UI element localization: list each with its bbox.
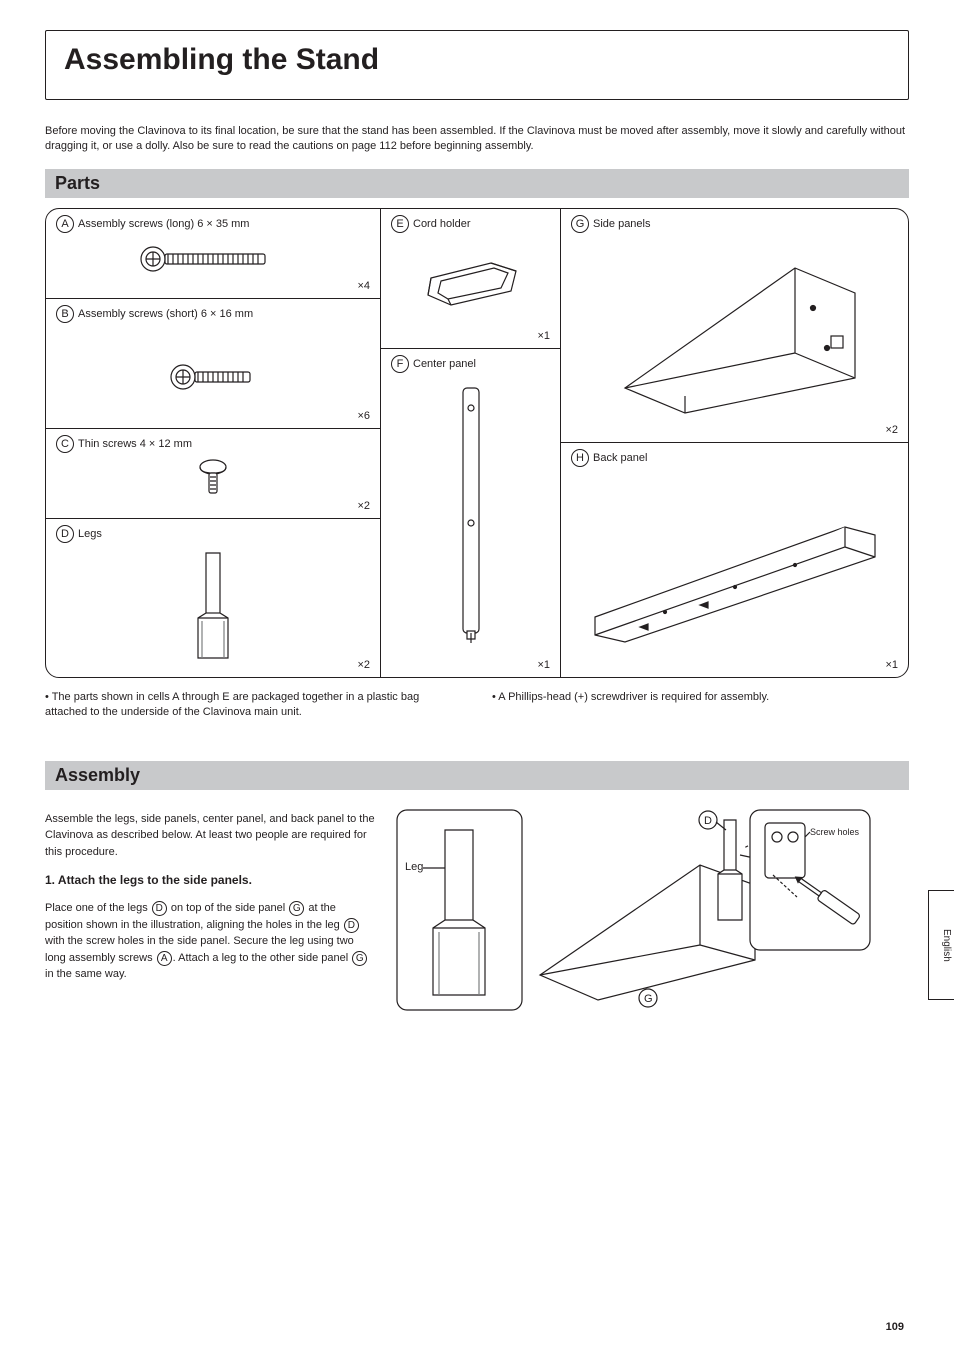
page-number: 109 (886, 1321, 904, 1333)
title-box: Assembling the Stand (45, 30, 909, 100)
parts-col-mid: E Cord holder ×1 F Center panel (381, 209, 561, 677)
badge-A: A (56, 215, 74, 233)
inline-badge-D: D (152, 901, 167, 916)
assembly-text: Assemble the legs, side panels, center p… (45, 800, 375, 1035)
parts-note-right: • A Phillips-head (+) screwdriver is req… (492, 690, 909, 721)
part-D: D Legs ×2 (46, 519, 380, 677)
part-A-label: Assembly screws (long) 6 × 35 mm (78, 218, 249, 230)
inline-badge-A: A (157, 951, 172, 966)
assembly-step1-title: 1. Attach the legs to the side panels. (45, 871, 375, 889)
badge-C: C (56, 435, 74, 453)
inline-badge-D2: D (344, 918, 359, 933)
badge-B: B (56, 305, 74, 323)
section-bar-parts: Parts (45, 169, 909, 198)
parts-table: A Assembly screws (long) 6 × 35 mm ×4 B As… (45, 208, 909, 678)
part-A-qty: ×4 (357, 280, 370, 292)
part-A: A Assembly screws (long) 6 × 35 mm ×4 (46, 209, 380, 299)
part-F: F Center panel ×1 (381, 349, 560, 677)
part-D-qty: ×2 (357, 659, 370, 671)
svg-text:D: D (704, 815, 712, 827)
back-panel-icon (585, 487, 885, 647)
part-G-qty: ×2 (885, 424, 898, 436)
assembly-intro: Assemble the legs, side panels, center p… (45, 811, 375, 861)
screw-short-icon (143, 353, 283, 401)
part-E: E Cord holder ×1 (381, 209, 560, 349)
part-C-label: Thin screws 4 × 12 mm (78, 438, 192, 450)
leg-icon (178, 543, 248, 663)
side-panel-icon (595, 238, 875, 418)
part-G-label: Side panels (593, 218, 651, 230)
inline-badge-G: G (289, 901, 304, 916)
badge-G: G (571, 215, 589, 233)
badge-D: D (56, 525, 74, 543)
part-E-qty: ×1 (537, 330, 550, 342)
parts-note-left: • The parts shown in cells A through E a… (45, 690, 462, 721)
part-C-qty: ×2 (357, 500, 370, 512)
part-G: G Side panels ×2 (561, 209, 908, 443)
screw-long-icon (123, 239, 303, 279)
cord-holder-icon (416, 243, 526, 313)
thin-screw-icon (183, 453, 243, 503)
part-D-label: Legs (78, 528, 102, 540)
parts-col-left: A Assembly screws (long) 6 × 35 mm ×4 B As… (46, 209, 381, 677)
center-panel-icon (441, 383, 501, 643)
side-tab-language: English (928, 890, 954, 1000)
badge-E: E (391, 215, 409, 233)
assembly-step1-body: Place one of the legs D on top of the si… (45, 900, 375, 983)
part-B: B Assembly screws (short) 6 × 16 mm ×6 (46, 299, 380, 429)
svg-text:G: G (644, 993, 653, 1005)
badge-F: F (391, 355, 409, 373)
page: Assembling the Stand Before moving the C… (0, 0, 954, 1351)
section-bar-assembly: Assembly (45, 761, 909, 790)
assembly-body: Assemble the legs, side panels, center p… (45, 800, 909, 1035)
parts-notes: • The parts shown in cells A through E a… (45, 690, 909, 721)
part-B-qty: ×6 (357, 410, 370, 422)
part-H-qty: ×1 (885, 659, 898, 671)
assembly-diagram: Leg D (395, 800, 909, 1035)
part-H: H Back panel ×1 (561, 443, 908, 677)
part-E-label: Cord holder (413, 218, 470, 230)
badge-H: H (571, 449, 589, 467)
part-H-label: Back panel (593, 452, 647, 464)
intro-text: Before moving the Clavinova to its final… (45, 124, 909, 155)
svg-text:Leg: Leg (405, 861, 423, 873)
page-title: Assembling the Stand (64, 43, 890, 77)
inline-badge-G2: G (352, 951, 367, 966)
part-B-label: Assembly screws (short) 6 × 16 mm (78, 308, 253, 320)
parts-col-right: G Side panels ×2 H Back panel (561, 209, 908, 677)
part-C: C Thin screws 4 × 12 mm ×2 (46, 429, 380, 519)
part-F-label: Center panel (413, 358, 476, 370)
svg-text:Screw holes: Screw holes (810, 827, 860, 837)
assembly-step1-diagram: Leg D (395, 800, 875, 1030)
part-F-qty: ×1 (537, 659, 550, 671)
